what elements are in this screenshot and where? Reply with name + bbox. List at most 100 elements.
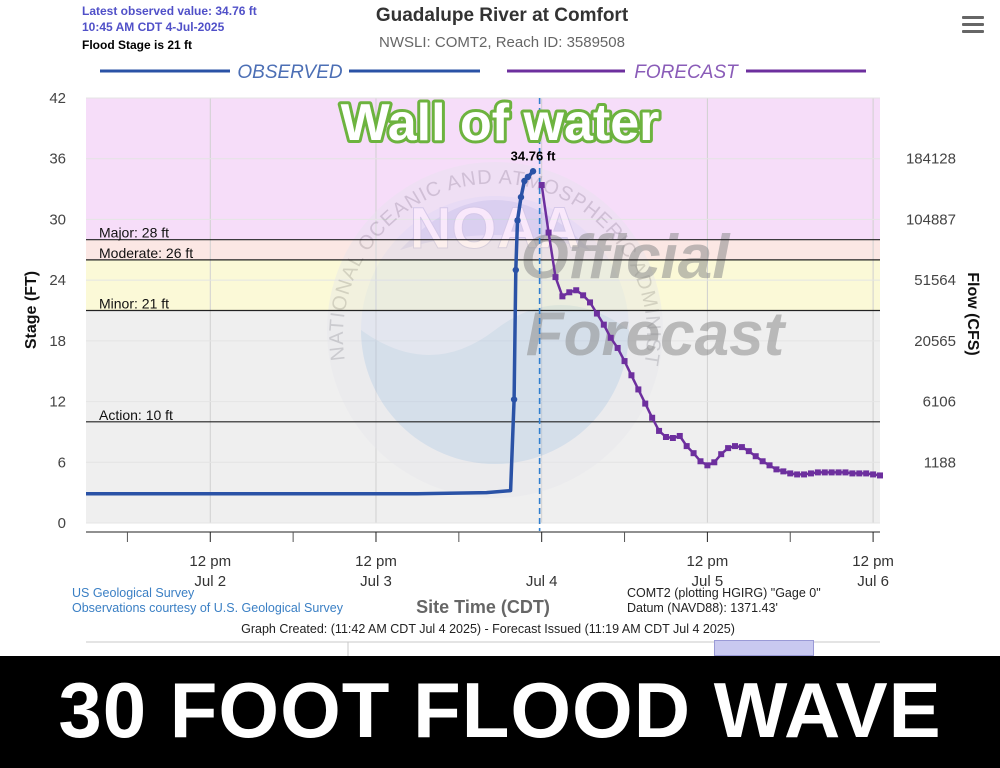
forecast-point xyxy=(697,458,704,465)
chart-subtitle: NWSLI: COMT2, Reach ID: 3589508 xyxy=(379,34,625,51)
forecast-point xyxy=(545,229,552,236)
forecast-point xyxy=(704,462,711,469)
graph-created-info: Graph Created: (11:42 AM CDT Jul 4 2025)… xyxy=(241,622,735,636)
flood-label-minor: Minor: 21 ft xyxy=(99,296,169,312)
x-tick-time-label: 12 pm xyxy=(355,553,397,570)
band-minor xyxy=(86,259,880,311)
forecast-point xyxy=(690,450,697,457)
forecast-point xyxy=(759,458,766,465)
y-axis-label: Stage (FT) xyxy=(23,271,40,349)
forecast-point xyxy=(621,358,628,365)
flood-stage-label: Flood Stage is 21 ft xyxy=(82,38,193,52)
forecast-point xyxy=(642,400,649,407)
hamburger-menu-icon[interactable] xyxy=(962,16,984,34)
forecast-point xyxy=(856,470,863,477)
forecast-point xyxy=(821,469,828,476)
observed-point xyxy=(514,217,521,224)
seal-inner xyxy=(361,196,629,464)
banner-text: 30 FOOT FLOOD WAVE xyxy=(58,666,942,754)
forecast-point xyxy=(566,289,573,296)
forecast-point xyxy=(649,414,656,421)
forecast-point xyxy=(538,182,545,189)
seal-outer xyxy=(327,162,663,498)
bottom-banner: 30 FOOT FLOOD WAVE xyxy=(0,656,1000,768)
y2-tick-label: 6106 xyxy=(923,394,956,411)
x-tick-time-label: 12 pm xyxy=(852,553,894,570)
y-tick-label: 6 xyxy=(58,454,66,471)
forecast-point xyxy=(607,334,614,341)
x-axis-label: Site Time (CDT) xyxy=(416,597,550,617)
forecast-section-label: FORECAST xyxy=(634,62,739,83)
flood-label-major: Major: 28 ft xyxy=(99,225,169,241)
headline-overlay: Wall of water xyxy=(341,94,660,152)
forecast-point xyxy=(580,292,587,299)
forecast-point xyxy=(669,435,676,441)
forecast-point xyxy=(807,470,814,477)
forecast-point xyxy=(794,471,801,478)
forecast-point xyxy=(725,445,732,452)
forecast-point xyxy=(593,310,600,317)
x-tick-time-label: 12 pm xyxy=(687,553,729,570)
forecast-point xyxy=(738,444,745,451)
seal-wave xyxy=(361,305,629,464)
forecast-point xyxy=(863,470,870,477)
forecast-point xyxy=(628,372,635,379)
forecast-point xyxy=(676,432,683,439)
source-observations-link[interactable]: Observations courtesy of U.S. Geological… xyxy=(72,601,344,615)
forecast-point xyxy=(711,459,718,466)
watermark-forecast: Forecast xyxy=(526,300,787,369)
forecast-point xyxy=(766,462,773,469)
forecast-point xyxy=(801,471,808,478)
y-tick-label: 12 xyxy=(49,394,66,411)
forecast-point xyxy=(573,287,580,294)
forecast-point xyxy=(656,427,663,434)
forecast-point xyxy=(780,468,787,475)
forecast-point xyxy=(600,321,607,328)
flood-label-action: Action: 10 ft xyxy=(99,407,173,423)
observed-point xyxy=(517,193,525,201)
y-tick-label: 0 xyxy=(58,515,66,532)
band-below-action xyxy=(86,421,880,523)
datum-info: Datum (NAVD88): 1371.43' xyxy=(627,601,778,615)
forecast-point xyxy=(718,451,725,458)
forecast-point xyxy=(828,469,835,476)
forecast-point xyxy=(877,472,883,479)
y2-tick-label: 1188 xyxy=(924,454,956,471)
observed-point xyxy=(524,173,532,181)
observed-point xyxy=(512,266,519,274)
y-tick-label: 36 xyxy=(49,151,66,168)
x-tick-time-label: 12 pm xyxy=(189,553,231,570)
band-moderate xyxy=(86,239,880,260)
y-tick-label: 24 xyxy=(49,272,66,289)
forecast-point xyxy=(773,466,780,473)
x-tick-day-label: Jul 6 xyxy=(857,573,889,590)
y-tick-label: 18 xyxy=(49,333,66,350)
seal-bird xyxy=(400,200,590,250)
observed-section-label: OBSERVED xyxy=(237,62,343,83)
x-tick-day-label: Jul 3 xyxy=(360,573,392,590)
latest-observed-time: 10:45 AM CDT 4-Jul-2025 xyxy=(82,20,225,34)
y2-axis-label: Flow (CFS) xyxy=(964,272,981,356)
y2-tick-label: 104887 xyxy=(906,211,956,228)
forecast-point xyxy=(732,443,739,450)
forecast-point xyxy=(587,299,594,306)
source-usgs-link[interactable]: US Geological Survey xyxy=(72,586,195,600)
forecast-point xyxy=(552,274,559,281)
observed-point xyxy=(529,168,537,175)
x-tick-day-label: Jul 2 xyxy=(194,573,226,590)
observed-point xyxy=(510,396,518,403)
forecast-point xyxy=(752,453,759,460)
forecast-point xyxy=(814,469,821,476)
forecast-point xyxy=(835,469,842,476)
forecast-point xyxy=(745,448,752,455)
navigator-thumb[interactable] xyxy=(714,640,814,656)
y2-tick-label: 51564 xyxy=(914,272,956,289)
forecast-point xyxy=(635,386,642,393)
x-tick-day-label: Jul 4 xyxy=(526,573,558,590)
forecast-point xyxy=(559,293,566,300)
peak-label: 34.76 ft xyxy=(511,148,556,163)
y-tick-label: 42 xyxy=(49,90,66,107)
gage-info: COMT2 (plotting HGIRG) "Gage 0" xyxy=(627,586,821,600)
chart-title: Guadalupe River at Comfort xyxy=(376,5,629,26)
